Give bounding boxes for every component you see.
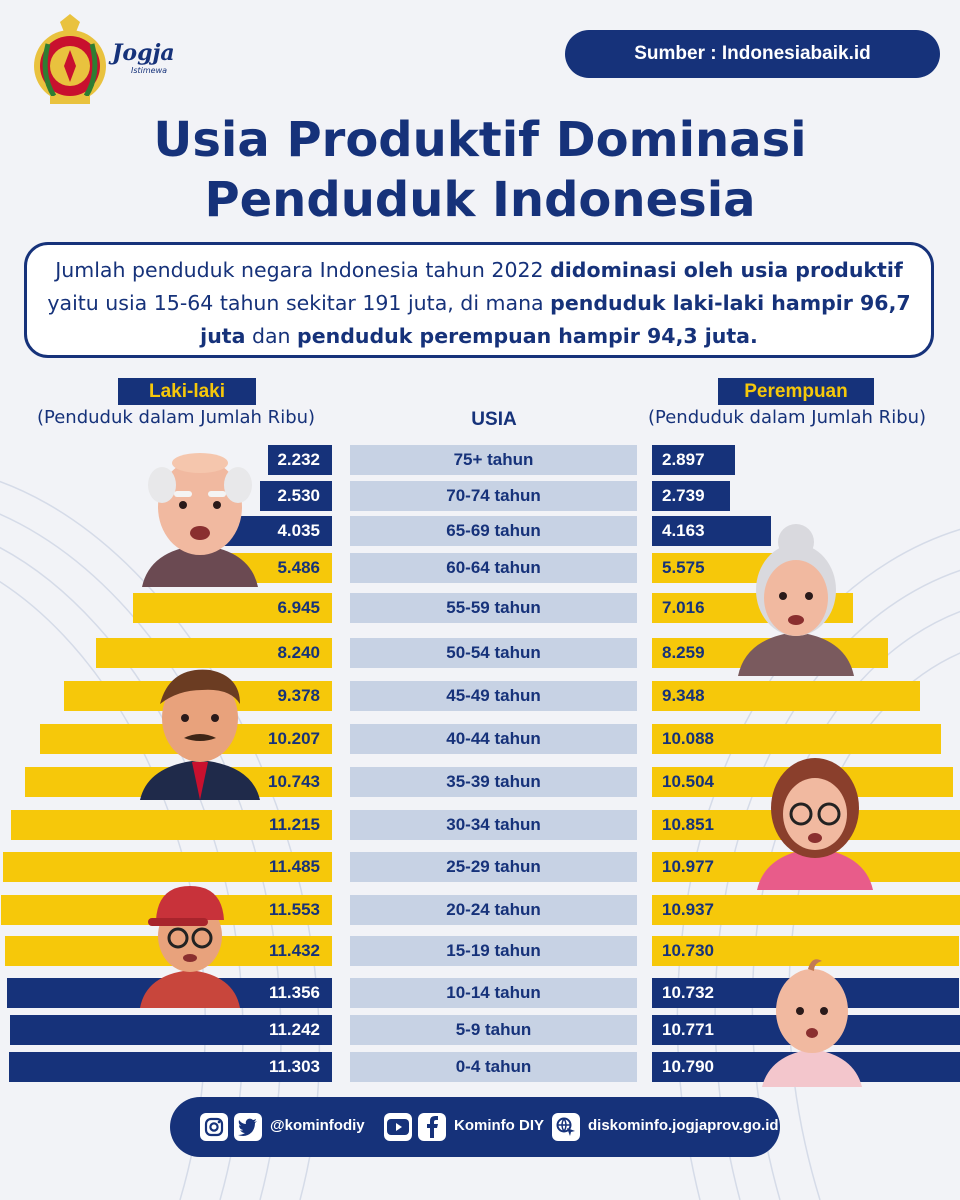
age-category-label: 5-9 tahun <box>350 1015 637 1045</box>
male-value-label: 10.743 <box>268 772 320 791</box>
woman-with-glasses-avatar <box>757 758 873 890</box>
male-label: Laki-laki <box>118 378 256 405</box>
female-bar-11: 10.937 <box>652 895 960 925</box>
female-value-label: 5.575 <box>662 558 705 577</box>
male-value-label: 8.240 <box>277 643 320 662</box>
summary-bold-2: penduduk laki-laki hampir 96,7 juta <box>200 291 911 348</box>
age-category-label: 60-64 tahun <box>350 553 637 583</box>
male-bar-1: 2.530 <box>260 481 332 511</box>
male-value-label: 11.215 <box>268 815 320 834</box>
male-value-label: 4.035 <box>277 521 320 540</box>
age-category-label: 25-29 tahun <box>350 852 637 882</box>
age-category-label: 50-54 tahun <box>350 638 637 668</box>
twitter-icon[interactable] <box>234 1113 262 1141</box>
age-category-label: 65-69 tahun <box>350 516 637 546</box>
male-bar-10: 11.485 <box>3 852 332 882</box>
page-title: Usia Produktif Dominasi Penduduk Indones… <box>0 110 960 230</box>
male-value-label: 11.242 <box>268 1020 320 1039</box>
social-handle[interactable]: @kominfodiy <box>270 1117 365 1134</box>
female-value-label: 10.937 <box>662 900 714 919</box>
age-category-label: 75+ tahun <box>350 445 637 475</box>
male-value-label: 11.485 <box>268 857 320 876</box>
summary-text-2: yaitu usia 15-64 tahun sekitar 191 juta,… <box>47 291 551 315</box>
female-value-label: 4.163 <box>662 521 705 540</box>
age-column-header: USIA <box>471 409 517 430</box>
summary-text-1: Jumlah penduduk negara Indonesia tahun 2… <box>55 258 551 282</box>
female-bar-2: 4.163 <box>652 516 771 546</box>
male-bar-2: 4.035 <box>217 516 332 546</box>
baby-avatar <box>762 959 862 1087</box>
facebook-icon[interactable] <box>418 1113 446 1141</box>
summary-bold-3: penduduk perempuan hampir 94,3 juta. <box>297 324 758 348</box>
youtube-icon[interactable] <box>384 1113 412 1141</box>
footer-bar: @kominfodiy Kominfo DIY diskominfo.jogja… <box>170 1097 780 1157</box>
youtube-facebook-handle[interactable]: Kominfo DIY <box>454 1117 544 1134</box>
title-line-1: Usia Produktif Dominasi <box>153 112 807 168</box>
age-category-label: 40-44 tahun <box>350 724 637 754</box>
elderly-woman-avatar <box>738 524 854 676</box>
young-man-with-cap-avatar <box>140 886 240 1008</box>
age-category-label: 45-49 tahun <box>350 681 637 711</box>
instagram-icon[interactable] <box>200 1113 228 1141</box>
male-bar-0: 2.232 <box>268 445 332 475</box>
age-category-label: 30-34 tahun <box>350 810 637 840</box>
female-value-label: 10.851 <box>662 815 714 834</box>
female-value-label: 10.790 <box>662 1057 714 1076</box>
age-category-label: 15-19 tahun <box>350 936 637 966</box>
title-line-2: Penduduk Indonesia <box>204 172 756 228</box>
female-value-label: 9.348 <box>662 686 705 705</box>
age-category-label: 70-74 tahun <box>350 481 637 511</box>
male-bar-15: 11.303 <box>9 1052 332 1082</box>
male-value-label: 5.486 <box>277 558 320 577</box>
female-bar-1: 2.739 <box>652 481 730 511</box>
female-value-label: 10.977 <box>662 857 714 876</box>
jogja-emblem-logo <box>34 14 106 104</box>
female-bar-6: 9.348 <box>652 681 920 711</box>
female-bar-12: 10.730 <box>652 936 959 966</box>
male-value-label: 11.553 <box>268 900 320 919</box>
female-bar-7: 10.088 <box>652 724 941 754</box>
age-category-label: 20-24 tahun <box>350 895 637 925</box>
male-value-label: 11.432 <box>268 941 320 960</box>
logo-subtext: Istimewa <box>131 66 168 75</box>
male-bar-14: 11.242 <box>10 1015 332 1045</box>
male-bar-5: 8.240 <box>96 638 332 668</box>
female-value-label: 10.504 <box>662 772 714 791</box>
logo-text: Jogja <box>112 40 175 66</box>
male-value-label: 11.303 <box>268 1057 320 1076</box>
web-icon[interactable] <box>552 1113 580 1141</box>
elderly-man-avatar <box>142 453 258 587</box>
female-unit-label: (Penduduk dalam Jumlah Ribu) <box>648 407 927 428</box>
summary-box: Jumlah penduduk negara Indonesia tahun 2… <box>24 242 934 358</box>
male-value-label: 6.945 <box>277 598 320 617</box>
male-value-label: 2.232 <box>277 450 320 469</box>
female-value-label: 10.088 <box>662 729 714 748</box>
male-unit-label: (Penduduk dalam Jumlah Ribu) <box>37 407 316 428</box>
male-bar-9: 11.215 <box>11 810 332 840</box>
female-value-label: 7.016 <box>662 598 705 617</box>
age-category-label: 35-39 tahun <box>350 767 637 797</box>
female-value-label: 10.730 <box>662 941 714 960</box>
summary-bold-1: didominasi oleh usia produktif <box>550 258 903 282</box>
female-bar-0: 2.897 <box>652 445 735 475</box>
female-value-label: 2.897 <box>662 450 705 469</box>
female-value-label: 10.732 <box>662 983 714 1002</box>
summary-text-3: dan <box>245 324 298 348</box>
source-badge: Sumber : Indonesiabaik.id <box>565 30 940 78</box>
male-bar-4: 6.945 <box>133 593 332 623</box>
female-value-label: 10.771 <box>662 1020 714 1039</box>
female-value-label: 2.739 <box>662 486 705 505</box>
age-category-label: 0-4 tahun <box>350 1052 637 1082</box>
female-label: Perempuan <box>718 378 874 405</box>
male-value-label: 2.530 <box>277 486 320 505</box>
age-category-label: 10-14 tahun <box>350 978 637 1008</box>
male-value-label: 10.207 <box>268 729 320 748</box>
man-with-mustache-avatar <box>140 669 260 800</box>
age-category-label: 55-59 tahun <box>350 593 637 623</box>
male-value-label: 9.378 <box>277 686 320 705</box>
website-link[interactable]: diskominfo.jogjaprov.go.id <box>588 1117 779 1134</box>
female-value-label: 8.259 <box>662 643 705 662</box>
male-value-label: 11.356 <box>268 983 320 1002</box>
